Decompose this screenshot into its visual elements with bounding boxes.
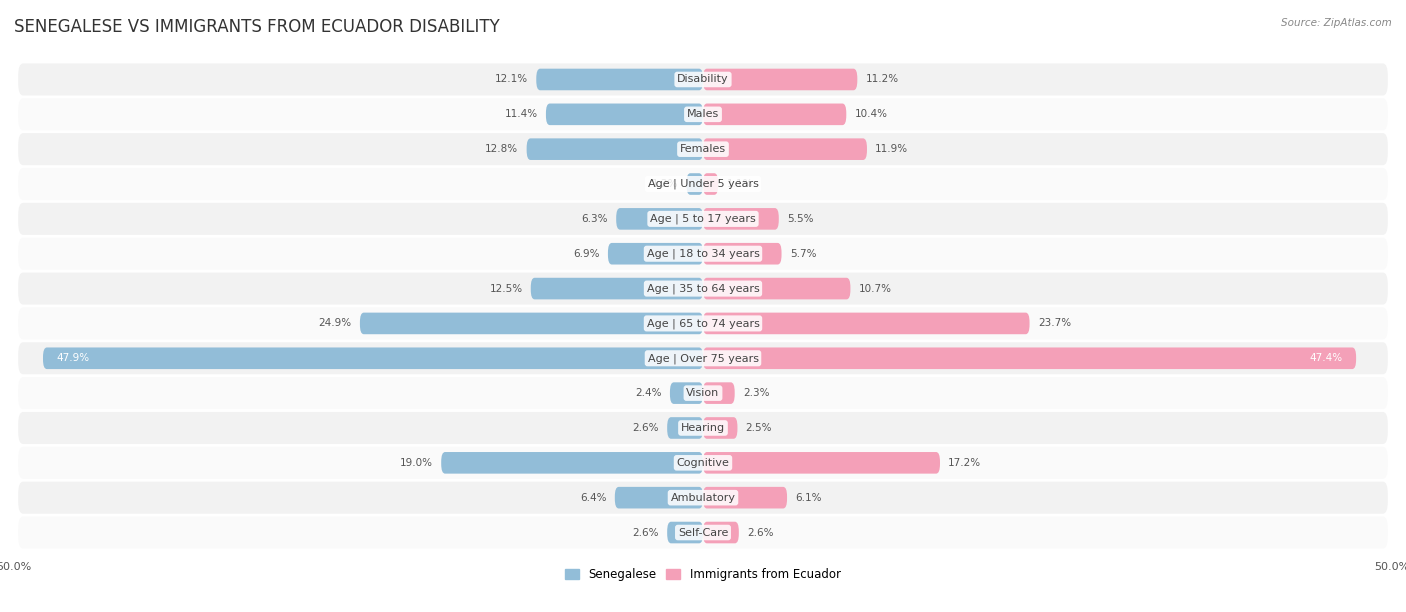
Text: Males: Males (688, 110, 718, 119)
Text: 2.6%: 2.6% (633, 423, 659, 433)
Text: 5.5%: 5.5% (787, 214, 814, 224)
FancyBboxPatch shape (703, 173, 718, 195)
Text: 12.8%: 12.8% (485, 144, 519, 154)
Text: 6.1%: 6.1% (796, 493, 823, 502)
FancyBboxPatch shape (703, 348, 1357, 369)
FancyBboxPatch shape (18, 64, 1388, 95)
FancyBboxPatch shape (703, 103, 846, 125)
FancyBboxPatch shape (536, 69, 703, 91)
FancyBboxPatch shape (18, 517, 1388, 548)
Text: 10.4%: 10.4% (855, 110, 887, 119)
Text: Ambulatory: Ambulatory (671, 493, 735, 502)
Text: Age | 5 to 17 years: Age | 5 to 17 years (650, 214, 756, 224)
FancyBboxPatch shape (18, 412, 1388, 444)
FancyBboxPatch shape (703, 313, 1029, 334)
Legend: Senegalese, Immigrants from Ecuador: Senegalese, Immigrants from Ecuador (561, 564, 845, 586)
FancyBboxPatch shape (616, 208, 703, 230)
FancyBboxPatch shape (18, 237, 1388, 270)
Text: 10.7%: 10.7% (859, 283, 891, 294)
Text: 6.3%: 6.3% (582, 214, 607, 224)
Text: 11.2%: 11.2% (866, 75, 898, 84)
Text: 11.4%: 11.4% (505, 110, 537, 119)
Text: 12.5%: 12.5% (489, 283, 523, 294)
FancyBboxPatch shape (18, 99, 1388, 130)
Text: 1.2%: 1.2% (652, 179, 678, 189)
Text: 2.4%: 2.4% (636, 388, 662, 398)
Text: Source: ZipAtlas.com: Source: ZipAtlas.com (1281, 18, 1392, 28)
FancyBboxPatch shape (18, 168, 1388, 200)
Text: Females: Females (681, 144, 725, 154)
FancyBboxPatch shape (18, 203, 1388, 235)
Text: 2.3%: 2.3% (742, 388, 769, 398)
FancyBboxPatch shape (18, 133, 1388, 165)
Text: 11.9%: 11.9% (875, 144, 908, 154)
FancyBboxPatch shape (703, 452, 941, 474)
FancyBboxPatch shape (703, 69, 858, 91)
Text: Age | 65 to 74 years: Age | 65 to 74 years (647, 318, 759, 329)
FancyBboxPatch shape (44, 348, 703, 369)
FancyBboxPatch shape (531, 278, 703, 299)
FancyBboxPatch shape (18, 272, 1388, 305)
Text: 17.2%: 17.2% (948, 458, 981, 468)
Text: Self-Care: Self-Care (678, 528, 728, 537)
FancyBboxPatch shape (607, 243, 703, 264)
FancyBboxPatch shape (686, 173, 703, 195)
FancyBboxPatch shape (703, 487, 787, 509)
Text: Age | Over 75 years: Age | Over 75 years (648, 353, 758, 364)
FancyBboxPatch shape (360, 313, 703, 334)
FancyBboxPatch shape (18, 447, 1388, 479)
Text: 2.6%: 2.6% (633, 528, 659, 537)
Text: Age | 18 to 34 years: Age | 18 to 34 years (647, 248, 759, 259)
FancyBboxPatch shape (18, 307, 1388, 340)
Text: Cognitive: Cognitive (676, 458, 730, 468)
Text: 6.9%: 6.9% (574, 248, 599, 259)
Text: Disability: Disability (678, 75, 728, 84)
FancyBboxPatch shape (669, 382, 703, 404)
Text: SENEGALESE VS IMMIGRANTS FROM ECUADOR DISABILITY: SENEGALESE VS IMMIGRANTS FROM ECUADOR DI… (14, 18, 499, 36)
Text: Age | Under 5 years: Age | Under 5 years (648, 179, 758, 189)
FancyBboxPatch shape (546, 103, 703, 125)
Text: 24.9%: 24.9% (319, 318, 352, 329)
Text: 12.1%: 12.1% (495, 75, 529, 84)
FancyBboxPatch shape (614, 487, 703, 509)
Text: Age | 35 to 64 years: Age | 35 to 64 years (647, 283, 759, 294)
FancyBboxPatch shape (703, 521, 738, 543)
Text: 47.4%: 47.4% (1309, 353, 1343, 364)
FancyBboxPatch shape (703, 417, 738, 439)
Text: 2.6%: 2.6% (747, 528, 773, 537)
FancyBboxPatch shape (441, 452, 703, 474)
Text: 47.9%: 47.9% (56, 353, 90, 364)
Text: 23.7%: 23.7% (1038, 318, 1071, 329)
Text: 6.4%: 6.4% (581, 493, 606, 502)
FancyBboxPatch shape (703, 278, 851, 299)
FancyBboxPatch shape (18, 342, 1388, 375)
FancyBboxPatch shape (668, 417, 703, 439)
FancyBboxPatch shape (527, 138, 703, 160)
FancyBboxPatch shape (668, 521, 703, 543)
FancyBboxPatch shape (18, 482, 1388, 513)
FancyBboxPatch shape (703, 138, 868, 160)
FancyBboxPatch shape (703, 208, 779, 230)
Text: 2.5%: 2.5% (745, 423, 772, 433)
Text: 1.1%: 1.1% (727, 179, 754, 189)
FancyBboxPatch shape (703, 243, 782, 264)
FancyBboxPatch shape (703, 382, 735, 404)
Text: Hearing: Hearing (681, 423, 725, 433)
FancyBboxPatch shape (18, 377, 1388, 409)
Text: 19.0%: 19.0% (399, 458, 433, 468)
Text: 5.7%: 5.7% (790, 248, 817, 259)
Text: Vision: Vision (686, 388, 720, 398)
